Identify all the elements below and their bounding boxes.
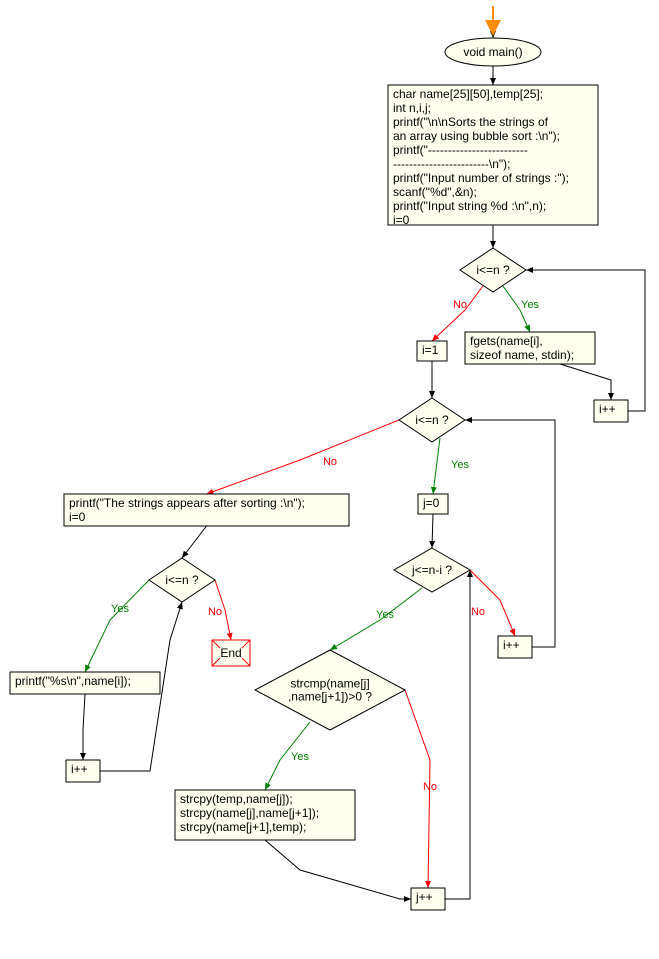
svg-text:printf("%s\n",name[i]);: printf("%s\n",name[i]); [15, 674, 131, 688]
svg-text:j=0: j=0 [422, 496, 440, 510]
svg-text:Yes: Yes [376, 609, 394, 621]
edge [182, 526, 207, 558]
edge [265, 840, 411, 899]
svg-text:printf("Input string %d :\n",n: printf("Input string %d :\n",n); [393, 199, 546, 213]
svg-text:i=1: i=1 [422, 343, 439, 357]
node-fgets: fgets(name[i],sizeof name, stdin); [465, 332, 595, 364]
svg-text:strcpy(name[j],name[j+1]);: strcpy(name[j],name[j+1]); [180, 806, 319, 820]
node-cond2: i<=n ? [399, 398, 465, 442]
svg-text:No: No [471, 606, 485, 618]
edge [470, 570, 515, 636]
node-printHdr: printf("The strings appears after sortin… [64, 494, 349, 526]
svg-text:fgets(name[i],: fgets(name[i], [470, 334, 543, 348]
svg-text:------------------------\n");: ------------------------\n"); [393, 157, 511, 171]
node-cond1: i<=n ? [460, 248, 526, 292]
svg-text:char name[25][50],temp[25];: char name[25][50],temp[25]; [393, 87, 543, 101]
node-cond3: j<=n-i ? [394, 548, 470, 592]
svg-text:i=0: i=0 [69, 510, 86, 524]
svg-text:i<=n ?: i<=n ? [476, 263, 510, 277]
svg-text:j<=n-i ?: j<=n-i ? [411, 563, 452, 577]
svg-text:i++: i++ [503, 638, 520, 652]
svg-text:printf("\n\nSorts the strings: printf("\n\nSorts the strings of [393, 115, 549, 129]
node-incI3: i++ [66, 760, 100, 782]
node-init: char name[25][50],temp[25];int n,i,j;pri… [388, 85, 598, 227]
svg-text:Yes: Yes [521, 299, 539, 311]
svg-text:i++: i++ [599, 402, 616, 416]
svg-text:j++: j++ [415, 890, 433, 904]
node-cond5: i<=n ? [149, 558, 215, 602]
svg-text:printf("The strings appears af: printf("The strings appears after sortin… [69, 496, 305, 510]
svg-text:printf("Input number of string: printf("Input number of strings :"); [393, 171, 569, 185]
edge [207, 420, 400, 494]
svg-text:strcpy(temp,name[j]);: strcpy(temp,name[j]); [180, 792, 293, 806]
edge [560, 364, 611, 400]
edge [433, 438, 440, 494]
svg-text:strcmp(name[j]: strcmp(name[j] [290, 677, 369, 691]
node-main: void main() [445, 38, 541, 66]
edge [85, 580, 149, 672]
svg-text:Yes: Yes [111, 603, 129, 615]
svg-text:No: No [208, 606, 222, 618]
svg-text:No: No [423, 781, 437, 793]
svg-text:printf("----------------------: printf("------------------------- [393, 143, 528, 157]
node-end: End [212, 640, 250, 666]
edge [445, 570, 470, 899]
svg-text:No: No [323, 456, 337, 468]
svg-text:Yes: Yes [291, 751, 309, 763]
svg-text:End: End [220, 646, 241, 660]
node-swap: strcpy(temp,name[j]);strcpy(name[j],name… [175, 790, 355, 840]
svg-text:int n,i,j;: int n,i,j; [393, 101, 431, 115]
svg-text:,name[j+1])>0 ?: ,name[j+1])>0 ? [288, 690, 372, 704]
node-incI2: i++ [498, 636, 532, 658]
svg-text:i<=n ?: i<=n ? [165, 573, 199, 587]
node-printLn: printf("%s\n",name[i]); [10, 672, 160, 694]
node-incA: i++ [594, 400, 628, 422]
node-seti1: i=1 [417, 341, 447, 361]
svg-text:an array using bubble sort :\n: an array using bubble sort :\n"); [393, 129, 560, 143]
svg-text:scanf("%d",&n);: scanf("%d",&n); [393, 185, 477, 199]
svg-text:i<=n ?: i<=n ? [415, 413, 449, 427]
svg-text:No: No [453, 299, 467, 311]
flowchart-canvas: Yes No Yes Yes Yes No No No Yes No void main() cha… [0, 0, 659, 959]
svg-text:strcpy(name[j+1],temp);: strcpy(name[j+1],temp); [180, 820, 306, 834]
svg-text:Yes: Yes [451, 459, 469, 471]
svg-text:i++: i++ [71, 762, 88, 776]
node-setj0: j=0 [418, 494, 448, 514]
node-cond4: strcmp(name[j],name[j+1])>0 ? [255, 650, 405, 730]
svg-text:void main(): void main() [463, 45, 522, 59]
edge [432, 514, 433, 548]
svg-text:sizeof name, stdin);: sizeof name, stdin); [470, 348, 574, 362]
node-incJ: j++ [411, 888, 445, 910]
edge [83, 694, 85, 760]
svg-text:i=0: i=0 [393, 213, 410, 227]
